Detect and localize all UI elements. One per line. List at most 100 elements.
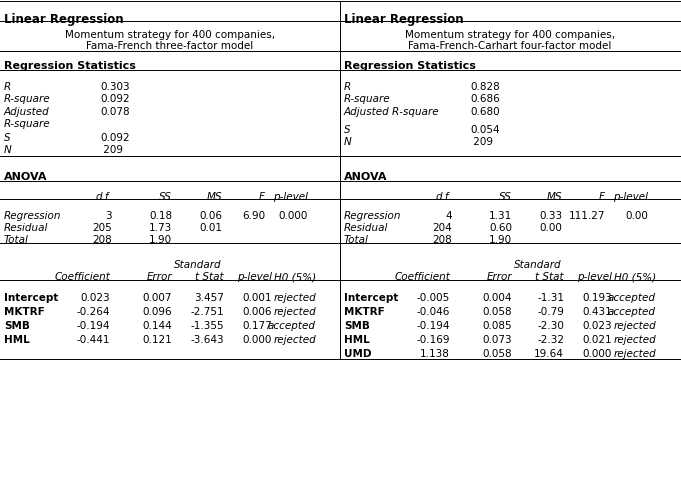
Text: Standard: Standard — [514, 260, 562, 269]
Text: Total: Total — [344, 235, 369, 244]
Text: 6.90: 6.90 — [242, 211, 265, 220]
Text: ANOVA: ANOVA — [4, 172, 48, 181]
Text: 208: 208 — [92, 235, 112, 244]
Text: -0.046: -0.046 — [417, 306, 450, 316]
Text: HML: HML — [344, 334, 370, 344]
Text: Fama-French-Carhart four-factor model: Fama-French-Carhart four-factor model — [409, 41, 612, 51]
Text: N: N — [4, 144, 12, 155]
Text: 3.457: 3.457 — [194, 292, 224, 302]
Text: 0.078: 0.078 — [100, 107, 129, 117]
Text: rejected: rejected — [614, 320, 656, 330]
Text: Regression Statistics: Regression Statistics — [4, 61, 136, 71]
Text: Linear Regression: Linear Regression — [344, 13, 464, 26]
Text: Adjusted R-square: Adjusted R-square — [344, 107, 440, 117]
Text: 0.073: 0.073 — [482, 334, 512, 344]
Text: Regression: Regression — [4, 211, 61, 220]
Text: p-level: p-level — [577, 271, 612, 281]
Text: Fama-French three-factor model: Fama-French three-factor model — [86, 41, 253, 51]
Text: Momentum strategy for 400 companies,: Momentum strategy for 400 companies, — [405, 30, 615, 40]
Text: 0.007: 0.007 — [142, 292, 172, 302]
Text: MKTRF: MKTRF — [4, 306, 45, 316]
Text: ANOVA: ANOVA — [344, 172, 387, 181]
Text: Intercept: Intercept — [344, 292, 398, 302]
Text: Linear Regression: Linear Regression — [4, 13, 124, 26]
Text: 204: 204 — [432, 223, 452, 232]
Text: d.f.: d.f. — [95, 192, 112, 202]
Text: -0.194: -0.194 — [76, 320, 110, 330]
Text: rejected: rejected — [273, 334, 316, 344]
Text: MS: MS — [206, 192, 222, 202]
Text: N: N — [344, 137, 352, 147]
Text: 0.303: 0.303 — [100, 82, 129, 92]
Text: Regression: Regression — [344, 211, 402, 220]
Text: Residual: Residual — [4, 223, 48, 232]
Text: 0.000: 0.000 — [242, 334, 272, 344]
Text: R: R — [344, 82, 351, 92]
Text: Standard: Standard — [174, 260, 222, 269]
Text: 0.144: 0.144 — [142, 320, 172, 330]
Text: H0 (5%): H0 (5%) — [274, 271, 316, 281]
Text: -0.005: -0.005 — [417, 292, 450, 302]
Text: Error: Error — [146, 271, 172, 281]
Text: 3: 3 — [106, 211, 112, 220]
Text: F: F — [599, 192, 605, 202]
Text: Total: Total — [4, 235, 29, 244]
Text: 0.000: 0.000 — [279, 211, 308, 220]
Text: rejected: rejected — [614, 348, 656, 358]
Text: -0.79: -0.79 — [537, 306, 564, 316]
Text: 0.001: 0.001 — [242, 292, 272, 302]
Text: SMB: SMB — [4, 320, 30, 330]
Text: 0.18: 0.18 — [149, 211, 172, 220]
Text: d.f.: d.f. — [435, 192, 452, 202]
Text: 0.431: 0.431 — [582, 306, 612, 316]
Text: 0.33: 0.33 — [539, 211, 562, 220]
Text: 0.004: 0.004 — [483, 292, 512, 302]
Text: Momentum strategy for 400 companies,: Momentum strategy for 400 companies, — [65, 30, 275, 40]
Text: t Stat: t Stat — [195, 271, 224, 281]
Text: 0.686: 0.686 — [470, 94, 500, 104]
Text: 0.085: 0.085 — [482, 320, 512, 330]
Text: -0.194: -0.194 — [417, 320, 450, 330]
Text: F: F — [259, 192, 265, 202]
Text: 0.092: 0.092 — [100, 133, 129, 143]
Text: Coefficient: Coefficient — [394, 271, 450, 281]
Text: 0.096: 0.096 — [142, 306, 172, 316]
Text: HML: HML — [4, 334, 30, 344]
Text: S: S — [4, 133, 11, 143]
Text: Coefficient: Coefficient — [54, 271, 110, 281]
Text: p-level: p-level — [273, 192, 308, 202]
Text: 209: 209 — [100, 144, 123, 155]
Text: -2.751: -2.751 — [191, 306, 224, 316]
Text: 0.00: 0.00 — [539, 223, 562, 232]
Text: 0.058: 0.058 — [482, 348, 512, 358]
Text: 0.023: 0.023 — [80, 292, 110, 302]
Text: 208: 208 — [432, 235, 452, 244]
Text: -2.30: -2.30 — [537, 320, 564, 330]
Text: 0.000: 0.000 — [583, 348, 612, 358]
Text: 0.023: 0.023 — [582, 320, 612, 330]
Text: SMB: SMB — [344, 320, 370, 330]
Text: 0.058: 0.058 — [482, 306, 512, 316]
Text: -2.32: -2.32 — [537, 334, 564, 344]
Text: MS: MS — [546, 192, 562, 202]
Text: R: R — [4, 82, 12, 92]
Text: 19.64: 19.64 — [534, 348, 564, 358]
Text: 1.31: 1.31 — [489, 211, 512, 220]
Text: 0.06: 0.06 — [199, 211, 222, 220]
Text: accepted: accepted — [608, 306, 656, 316]
Text: UMD: UMD — [344, 348, 372, 358]
Text: 1.90: 1.90 — [149, 235, 172, 244]
Text: 0.054: 0.054 — [470, 125, 500, 135]
Text: R-square: R-square — [4, 94, 50, 104]
Text: 0.177: 0.177 — [242, 320, 272, 330]
Text: 0.193: 0.193 — [582, 292, 612, 302]
Text: H0 (5%): H0 (5%) — [614, 271, 656, 281]
Text: 111.27: 111.27 — [569, 211, 605, 220]
Text: 0.01: 0.01 — [199, 223, 222, 232]
Text: 0.121: 0.121 — [142, 334, 172, 344]
Text: Adjusted: Adjusted — [4, 107, 50, 117]
Text: 0.00: 0.00 — [625, 211, 648, 220]
Text: -1.355: -1.355 — [191, 320, 224, 330]
Text: Regression Statistics: Regression Statistics — [344, 61, 476, 71]
Text: 0.006: 0.006 — [242, 306, 272, 316]
